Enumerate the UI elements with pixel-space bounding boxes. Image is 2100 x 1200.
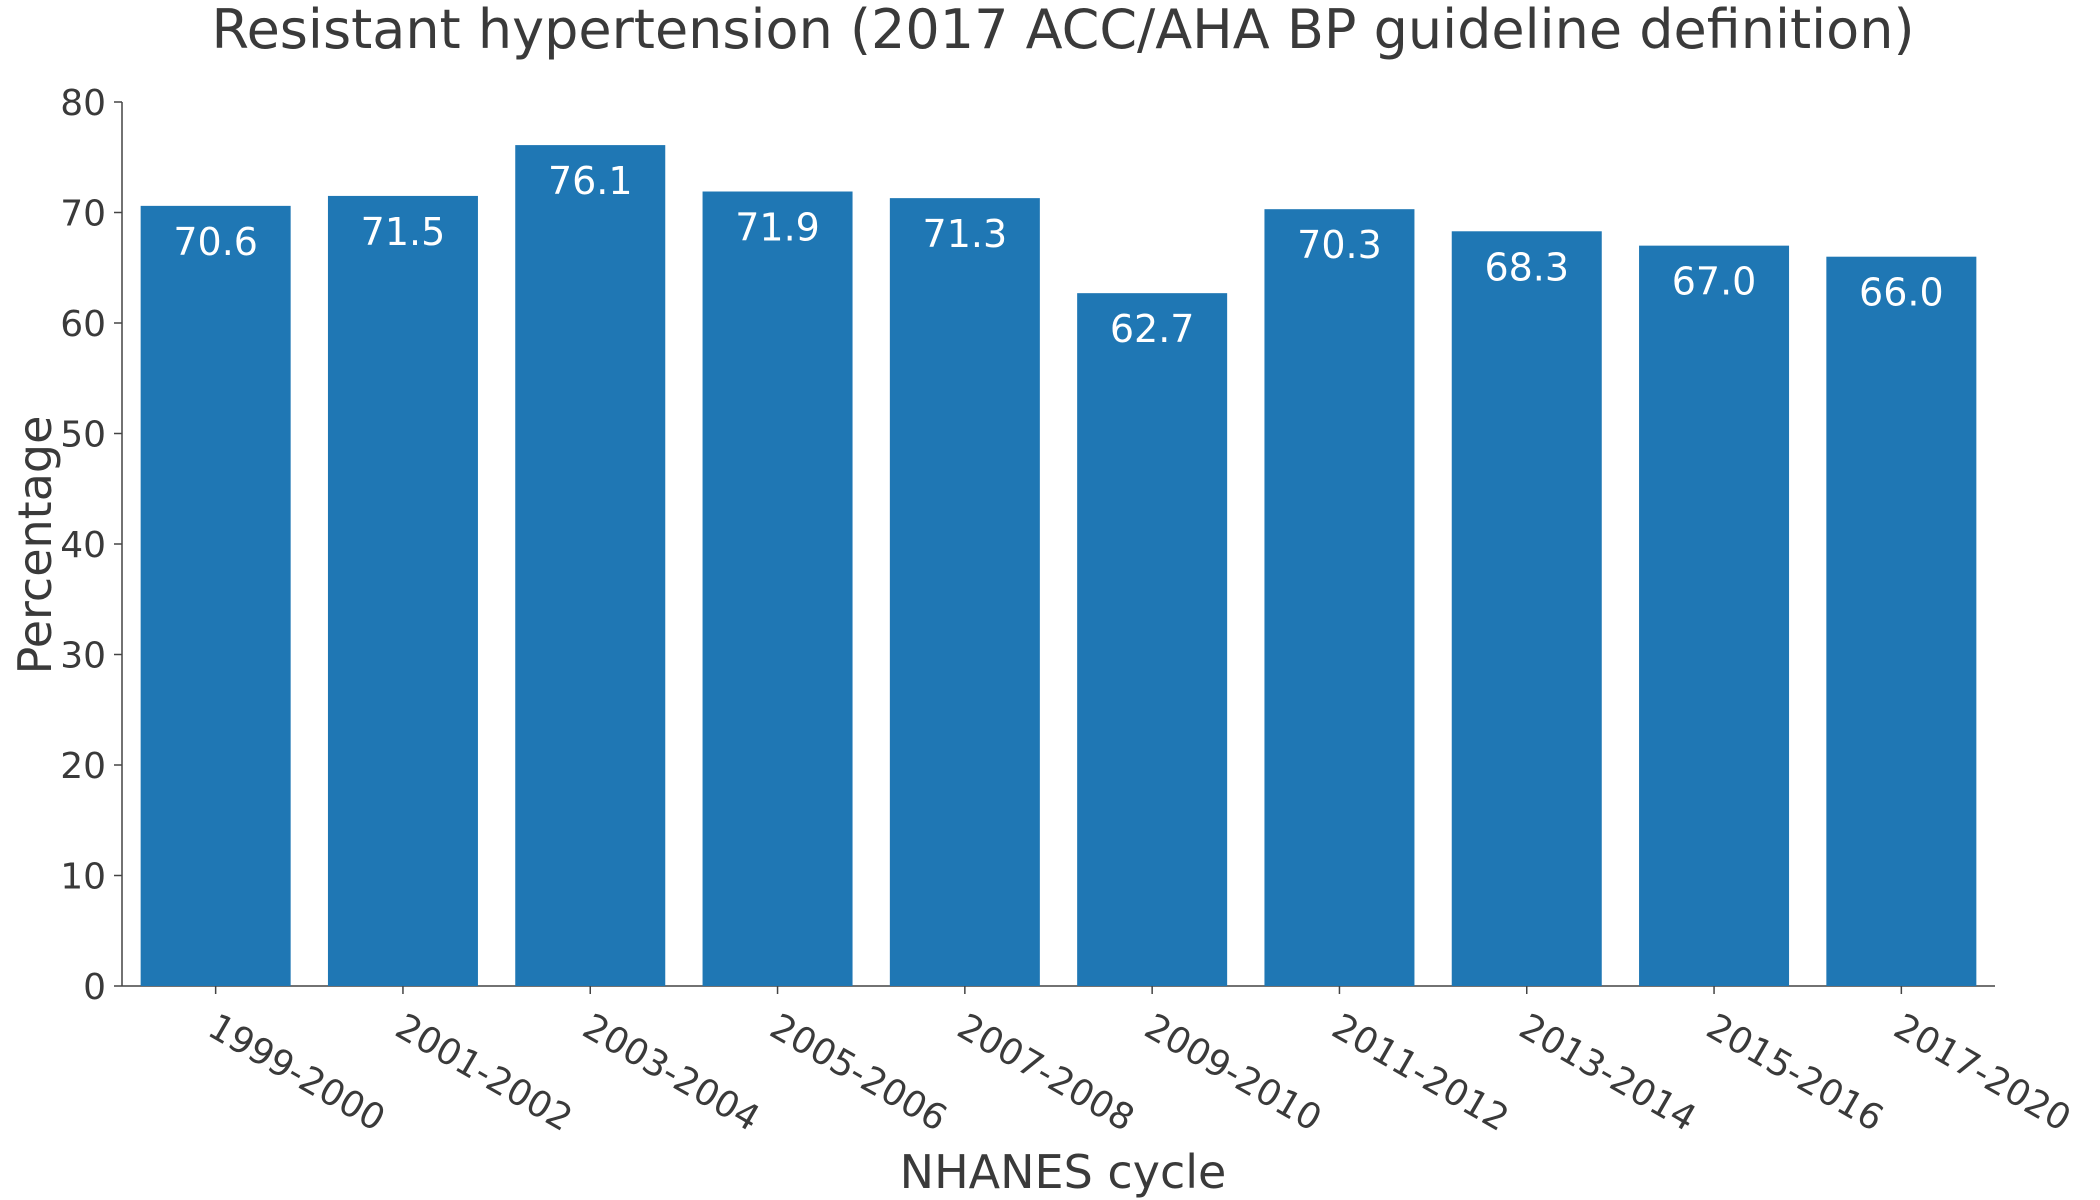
data-label-2013-2014: 68.3 <box>1484 245 1569 289</box>
y-tick-label: 10 <box>60 857 106 898</box>
data-label-2003-2004: 76.1 <box>548 159 633 203</box>
y-tick-label: 70 <box>60 194 106 235</box>
x-tick-label-2009-2010: 2009-2010 <box>1138 1006 1328 1140</box>
x-tick-label-2005-2006: 2005-2006 <box>763 1006 953 1140</box>
data-label-2017-2020: 66.0 <box>1859 271 1944 315</box>
y-tick-label: 80 <box>60 83 106 124</box>
data-label-1999-2000: 70.6 <box>173 220 258 264</box>
data-label-2007-2008: 71.3 <box>923 212 1008 256</box>
x-axis: 1999-20002001-20022003-20042005-20062007… <box>122 985 2077 1140</box>
bar-2013-2014 <box>1451 231 1602 986</box>
bar-2005-2006 <box>702 191 853 986</box>
chart-title: Resistant hypertension (2017 ACC/AHA BP … <box>211 0 1914 61</box>
y-tick-label: 40 <box>60 525 106 566</box>
data-label-2009-2010: 62.7 <box>1110 307 1195 351</box>
x-tick-label-2015-2016: 2015-2016 <box>1700 1006 1890 1140</box>
x-tick-label-2007-2008: 2007-2008 <box>950 1006 1140 1140</box>
x-tick-label-2017-2020: 2017-2020 <box>1887 1006 2077 1140</box>
y-tick-label: 0 <box>83 967 106 1008</box>
y-tick-label: 50 <box>60 415 106 456</box>
x-tick-label-2001-2002: 2001-2002 <box>388 1006 578 1140</box>
bar-2003-2004 <box>515 145 666 987</box>
x-tick-label-2003-2004: 2003-2004 <box>576 1006 766 1140</box>
x-tick-label-2013-2014: 2013-2014 <box>1512 1006 1702 1140</box>
bar-2017-2020 <box>1826 256 1977 986</box>
bar-2015-2016 <box>1639 245 1790 986</box>
data-label-2005-2006: 71.9 <box>735 206 820 250</box>
bars <box>140 145 1977 987</box>
data-label-2001-2002: 71.5 <box>361 210 446 254</box>
bar-2001-2002 <box>327 195 478 987</box>
y-tick-label: 30 <box>60 636 106 677</box>
bar-2007-2008 <box>889 198 1040 986</box>
x-tick-label-1999-2000: 1999-2000 <box>201 1006 391 1140</box>
x-axis-label: NHANES cycle <box>900 1145 1227 1199</box>
y-tick-label: 60 <box>60 304 106 345</box>
bar-1999-2000 <box>140 205 291 986</box>
data-label-2015-2016: 67.0 <box>1672 260 1757 304</box>
y-axis: 0 10 20 30 40 50 60 70 80 <box>60 83 123 1008</box>
y-tick-label: 20 <box>60 746 106 787</box>
data-label-2011-2012: 70.3 <box>1297 223 1382 267</box>
y-axis-label: Percentage <box>8 416 62 675</box>
x-tick-label-2011-2012: 2011-2012 <box>1325 1006 1515 1140</box>
bar-2011-2012 <box>1264 209 1415 986</box>
data-labels: 70.6 71.5 76.1 71.9 71.3 62.7 70.3 68.3 67.0 66.0 <box>173 159 1943 351</box>
bar-2009-2010 <box>1077 293 1228 986</box>
